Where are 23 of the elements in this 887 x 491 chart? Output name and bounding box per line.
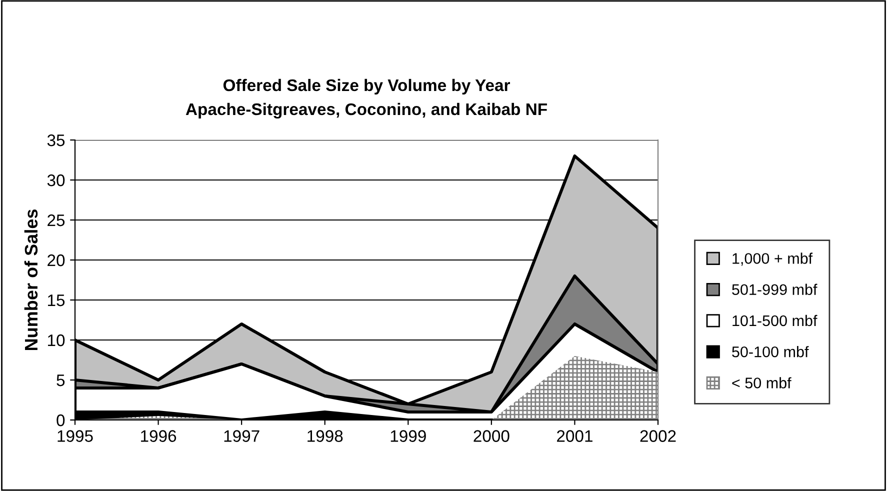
legend-label: 101-500 mbf — [732, 314, 818, 326]
legend-label: 501-999 mbf — [732, 284, 818, 296]
y-tick-label: 5 — [56, 374, 65, 386]
x-tick-label: 1999 — [390, 430, 426, 442]
x-tick-label: 1996 — [141, 430, 176, 442]
y-tick-label: 35 — [47, 134, 65, 146]
x-tick-label: 1995 — [58, 430, 93, 442]
x-tick-label: 2000 — [474, 430, 510, 442]
x-tick-label: 2002 — [640, 430, 676, 442]
y-tick-label: 30 — [47, 174, 65, 186]
y-tick-label: 25 — [48, 214, 65, 226]
y-tick-label: 20 — [48, 254, 65, 266]
y-tick-label: 10 — [48, 334, 65, 346]
legend-label: 50-100 mbf — [732, 346, 809, 358]
y-axis-title: Number of Sales — [24, 210, 38, 350]
legend-label: 1,000 + mbf — [732, 252, 813, 266]
x-tick-label: 1998 — [308, 430, 343, 442]
legend-label: < 50 mbf — [732, 377, 792, 388]
y-tick-label: 0 — [56, 414, 65, 426]
chart-title: Offered Sale Size by Volume by Year Apache-Sitgreaves, Coconino, and Kaibab NF — [186, 78, 547, 119]
y-tick-label: 15 — [48, 294, 65, 306]
x-tick-label: 1997 — [224, 430, 260, 442]
x-tick-label: 2001 — [557, 430, 592, 442]
